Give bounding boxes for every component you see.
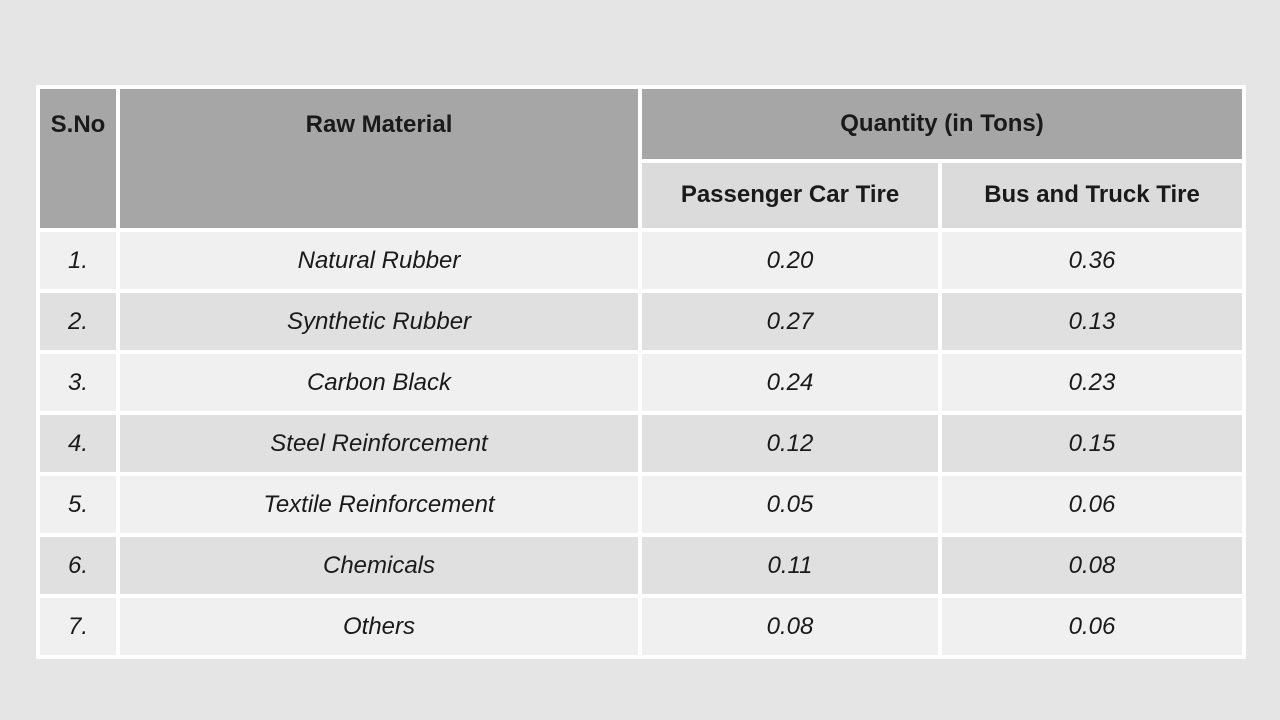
row-passenger-car-tire-value: 0.12 bbox=[642, 415, 938, 472]
table-body: 1. Natural Rubber 0.20 0.36 2. Synthetic Rubb… bbox=[40, 232, 1242, 655]
row-serial-number: 2. bbox=[40, 293, 116, 350]
row-serial-number: 6. bbox=[40, 537, 116, 594]
row-raw-material: Natural Rubber bbox=[120, 232, 638, 289]
row-passenger-car-tire-value: 0.11 bbox=[642, 537, 938, 594]
header-row-sub: Passenger Car Tire Bus and Truck Tire bbox=[40, 162, 1242, 228]
slide-table-container: S.No Raw Material Quantity (in Tons) Pas… bbox=[36, 85, 1246, 659]
column-header-sno: S.No bbox=[40, 89, 116, 228]
raw-materials-table: S.No Raw Material Quantity (in Tons) Pas… bbox=[36, 85, 1246, 659]
row-bus-and-truck-tire-value: 0.08 bbox=[942, 537, 1242, 594]
row-serial-number: 5. bbox=[40, 476, 116, 533]
row-serial-number: 1. bbox=[40, 232, 116, 289]
row-bus-and-truck-tire-value: 0.36 bbox=[942, 232, 1242, 289]
row-raw-material: Others bbox=[120, 598, 638, 655]
row-bus-and-truck-tire-value: 0.06 bbox=[942, 598, 1242, 655]
row-passenger-car-tire-value: 0.08 bbox=[642, 598, 938, 655]
row-raw-material: Synthetic Rubber bbox=[120, 293, 638, 350]
row-raw-material: Textile Reinforcement bbox=[120, 476, 638, 533]
row-raw-material: Carbon Black bbox=[120, 354, 638, 411]
row-bus-and-truck-tire-value: 0.23 bbox=[942, 354, 1242, 411]
row-bus-and-truck-tire-value: 0.15 bbox=[942, 415, 1242, 472]
row-serial-number: 7. bbox=[40, 598, 116, 655]
row-passenger-car-tire-value: 0.05 bbox=[642, 476, 938, 533]
table-row: 7. Others 0.08 0.06 bbox=[40, 598, 1242, 655]
table-row: 3. Carbon Black 0.24 0.23 bbox=[40, 354, 1242, 411]
row-passenger-car-tire-value: 0.27 bbox=[642, 293, 938, 350]
table-row: 1. Natural Rubber 0.20 0.36 bbox=[40, 232, 1242, 289]
column-header-raw-material: Raw Material bbox=[120, 89, 638, 228]
row-serial-number: 4. bbox=[40, 415, 116, 472]
row-passenger-car-tire-value: 0.24 bbox=[642, 354, 938, 411]
column-header-passenger-car-tire: Passenger Car Tire bbox=[642, 162, 938, 228]
row-bus-and-truck-tire-value: 0.06 bbox=[942, 476, 1242, 533]
column-header-bus-and-truck-tire: Bus and Truck Tire bbox=[942, 162, 1242, 228]
table-row: 4. Steel Reinforcement 0.12 0.15 bbox=[40, 415, 1242, 472]
table-row: 2. Synthetic Rubber 0.27 0.13 bbox=[40, 293, 1242, 350]
table-row: 5. Textile Reinforcement 0.05 0.06 bbox=[40, 476, 1242, 533]
row-raw-material: Chemicals bbox=[120, 537, 638, 594]
column-header-quantity-group: Quantity (in Tons) bbox=[642, 89, 1242, 159]
row-raw-material: Steel Reinforcement bbox=[120, 415, 638, 472]
table-header: S.No Raw Material Quantity (in Tons) Pas… bbox=[40, 89, 1242, 228]
table-row: 6. Chemicals 0.11 0.08 bbox=[40, 537, 1242, 594]
row-passenger-car-tire-value: 0.20 bbox=[642, 232, 938, 289]
row-bus-and-truck-tire-value: 0.13 bbox=[942, 293, 1242, 350]
header-row-top: S.No Raw Material Quantity (in Tons) bbox=[40, 89, 1242, 228]
row-serial-number: 3. bbox=[40, 354, 116, 411]
